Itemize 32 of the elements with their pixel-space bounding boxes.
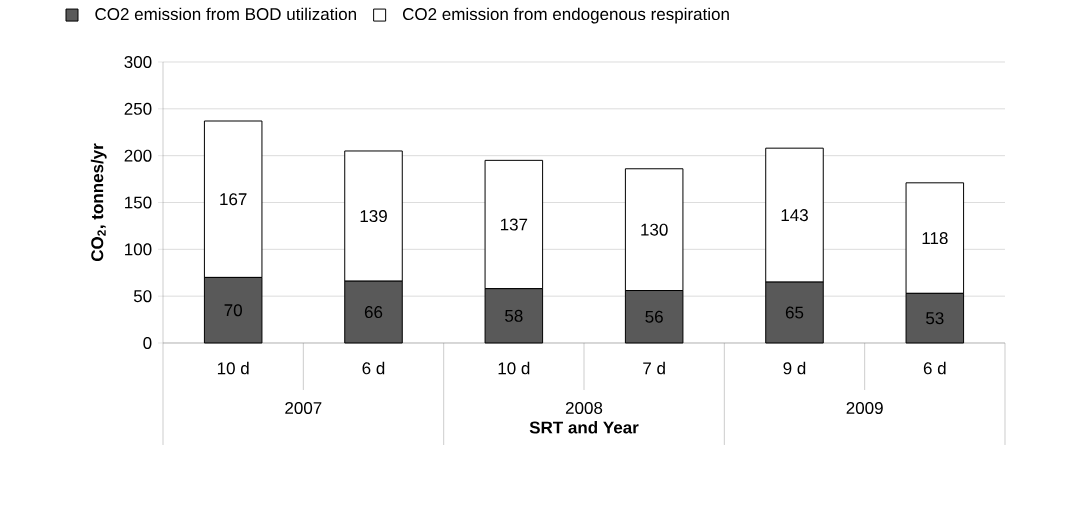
y-tick-label: 0 (143, 336, 152, 350)
y-tick-label: 300 (124, 55, 152, 69)
x-tick-label: 6 d (923, 361, 946, 375)
y-tick-label: 100 (125, 243, 152, 256)
legend-label: CO2 emission from endogenous respiration (402, 7, 729, 24)
data-label: 143 (781, 209, 808, 222)
data-label: 65 (785, 306, 804, 319)
x-axis-title: SRT and Year (529, 421, 639, 434)
y-axis-title: CO$_{2}$, tonnes/yr (90, 143, 107, 262)
data-label: 66 (364, 306, 383, 319)
y-tick-label: 50 (133, 290, 152, 303)
data-label: 70 (224, 304, 242, 317)
data-label: 118 (922, 232, 948, 245)
text: 2007 (285, 401, 322, 415)
data-label: 137 (500, 218, 528, 231)
data-label: 167 (220, 193, 247, 206)
data-label: 58 (505, 309, 523, 322)
data-label: 53 (926, 312, 944, 325)
legend-label: CO2 emission from BOD utilization (95, 7, 356, 21)
data-label: 139 (360, 210, 387, 223)
y-tick-label: 150 (125, 196, 152, 209)
x-tick-label: 6 d (362, 361, 385, 375)
x-tick-label: 10 d (498, 361, 530, 375)
x-tick-label: 7 d (643, 361, 665, 375)
data-label: 56 (645, 310, 663, 323)
y-tick-label: 200 (124, 149, 152, 162)
x-tick-label: 10 d (217, 361, 249, 375)
data-label: 130 (641, 223, 668, 236)
text: 2009 (846, 401, 883, 415)
text: 2008 (565, 401, 603, 415)
x-tick-label: 9 d (783, 361, 806, 375)
y-tick-label: 250 (124, 102, 152, 115)
